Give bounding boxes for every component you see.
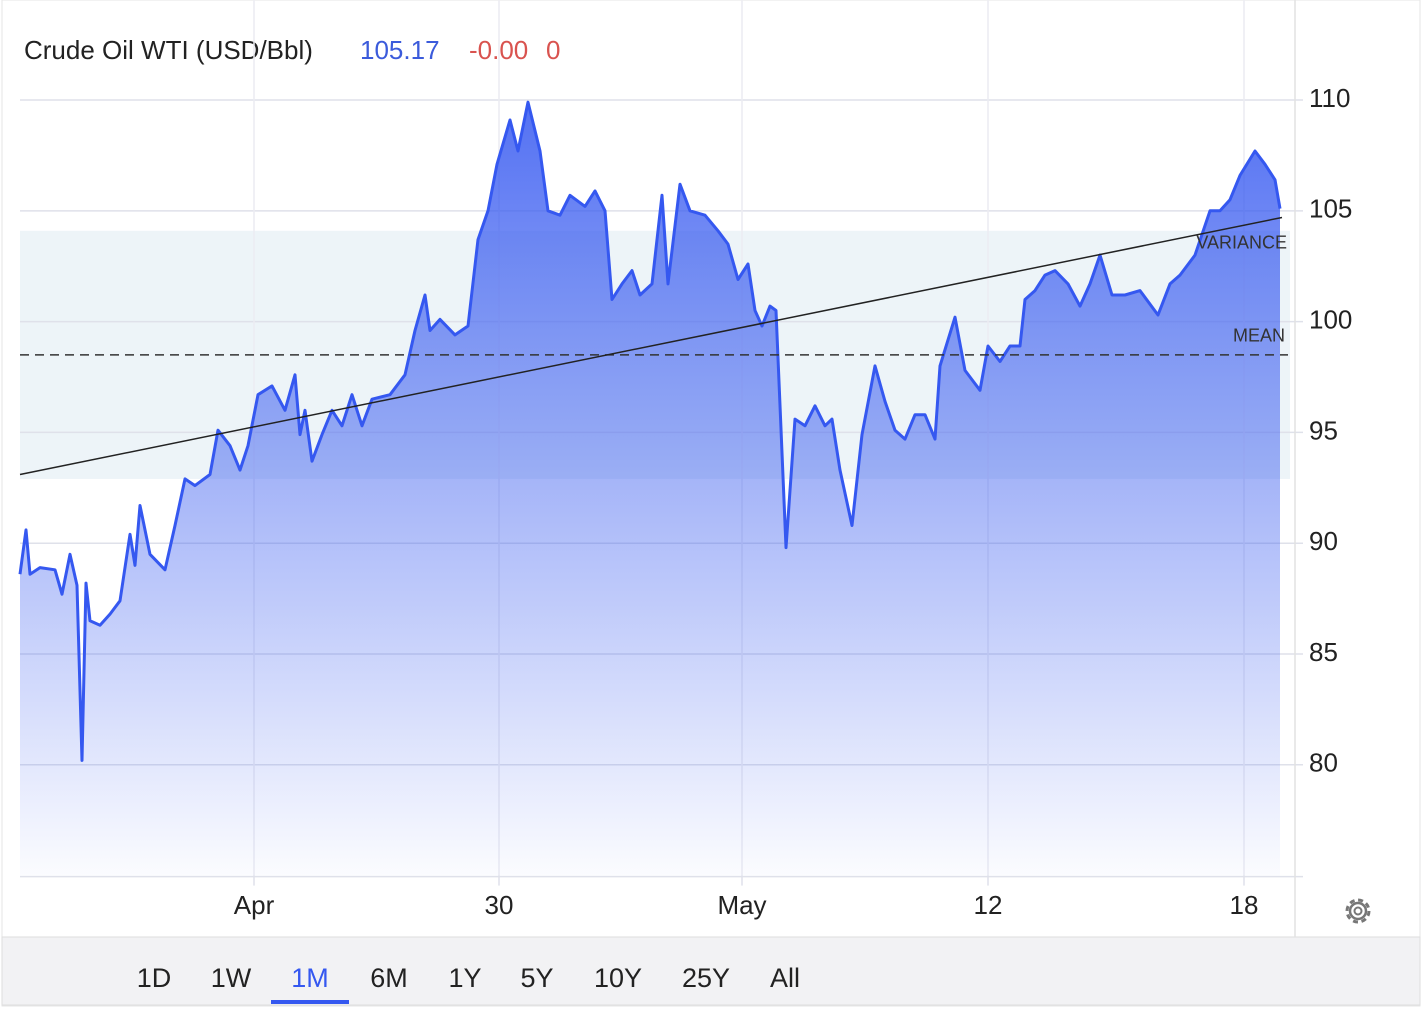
range-button[interactable]: 6M	[370, 963, 408, 993]
x-tick-label: 30	[485, 890, 514, 920]
gear-teeth	[1345, 898, 1371, 924]
range-button-label: 1W	[211, 963, 252, 993]
y-tick-label: 95	[1309, 415, 1338, 445]
range-button[interactable]: 10Y	[594, 963, 642, 993]
range-button-label: 10Y	[594, 963, 642, 993]
range-button[interactable]: 5Y	[520, 963, 553, 993]
x-tick-label: 18	[1230, 890, 1259, 920]
area-fill	[20, 102, 1280, 876]
chart-title: Crude Oil WTI (USD/Bbl)	[24, 35, 313, 65]
y-tick-label: 110	[1309, 83, 1350, 113]
y-tick-label: 105	[1309, 194, 1352, 224]
range-button-label: 25Y	[682, 963, 730, 993]
range-button-label: 1M	[291, 963, 329, 993]
range-button[interactable]: 1D	[137, 963, 172, 993]
y-tick-label: 90	[1309, 526, 1338, 556]
range-button-label: 1Y	[448, 963, 481, 993]
range-button-label: 5Y	[520, 963, 553, 993]
range-button-label: 6M	[370, 963, 408, 993]
trend-line	[19, 216, 1283, 476]
range-button[interactable]: 1M	[271, 963, 349, 1004]
settings-icon[interactable]	[1345, 898, 1371, 924]
variance-label: VARIANCE	[1196, 233, 1287, 253]
gear-hole	[1353, 906, 1363, 916]
range-button[interactable]: All	[770, 963, 800, 993]
x-tick-label: 12	[974, 890, 1003, 920]
mean-label: MEAN	[1233, 326, 1285, 346]
y-tick-label: 80	[1309, 748, 1338, 778]
y-tick-label: 85	[1309, 637, 1338, 667]
x-tick-label: Apr	[234, 890, 275, 920]
range-button[interactable]: 25Y	[682, 963, 730, 993]
price-change-percent: 0	[546, 35, 560, 65]
price-line	[18, 100, 1282, 762]
last-price: 105.17	[360, 35, 440, 65]
range-button[interactable]: 1Y	[448, 963, 481, 993]
range-bar	[1, 936, 1421, 1006]
range-button-label: All	[770, 963, 800, 993]
y-tick-label: 100	[1309, 304, 1352, 334]
range-button-label: 1D	[137, 963, 172, 993]
range-button[interactable]: 1W	[211, 963, 252, 993]
range-button-underline	[271, 1000, 349, 1004]
x-tick-label: May	[717, 890, 766, 920]
gear-body	[1348, 901, 1368, 921]
